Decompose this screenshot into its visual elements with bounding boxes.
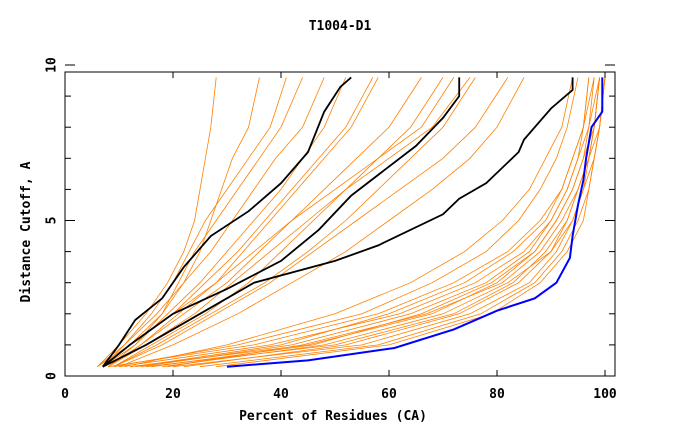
y-axis-label: Distance Cutoff, A	[19, 161, 34, 302]
x-tick-label-1: 20	[165, 387, 181, 402]
model-curve-20	[108, 77, 471, 368]
model-curve-29	[113, 77, 476, 368]
x-tick-label-2: 40	[273, 387, 289, 402]
model-curve-28	[107, 77, 303, 368]
model-curve-13	[167, 77, 600, 368]
reference-curve-black-2	[102, 77, 461, 368]
model-curve-16	[107, 77, 422, 368]
y-tick-label-2: 10	[45, 57, 60, 73]
model-curve-14	[135, 77, 595, 368]
plot-frame	[64, 71, 616, 377]
x-tick-label-5: 100	[593, 387, 617, 402]
model-curve-19	[102, 77, 347, 368]
model-curve-27	[97, 77, 455, 368]
model-curve-7	[140, 77, 590, 368]
model-curve-8	[183, 77, 600, 368]
x-tick-label-0: 0	[61, 387, 69, 402]
model-curve-9	[113, 77, 579, 368]
best-curve-blue	[226, 77, 604, 368]
y-tick-label-1: 5	[45, 217, 60, 225]
x-tick-label-4: 80	[489, 387, 505, 402]
model-curve-1	[145, 77, 606, 368]
model-curve-11	[151, 77, 600, 368]
model-curve-12	[124, 77, 573, 368]
model-curve-10	[216, 77, 606, 368]
reference-curve-black-1	[102, 76, 352, 368]
x-tick-label-3: 60	[381, 387, 397, 402]
series-group	[97, 76, 606, 368]
model-curve-18	[113, 77, 444, 368]
model-curve-26	[118, 77, 525, 368]
model-curve-25	[102, 77, 287, 367]
model-curve-24	[107, 77, 379, 368]
ticks-group: 0 20 40 60 80 100 0 5 10	[45, 57, 617, 402]
model-curve-22	[102, 77, 260, 368]
reference-curve-black-3	[102, 77, 574, 368]
y-tick-label-0: 0	[45, 372, 60, 380]
model-curve-23	[113, 77, 509, 368]
model-curve-17	[97, 77, 325, 368]
x-axis-label: Percent of Residues (CA)	[239, 409, 427, 424]
model-curve-21	[97, 77, 217, 367]
chart-title: T1004-D1	[309, 19, 372, 34]
